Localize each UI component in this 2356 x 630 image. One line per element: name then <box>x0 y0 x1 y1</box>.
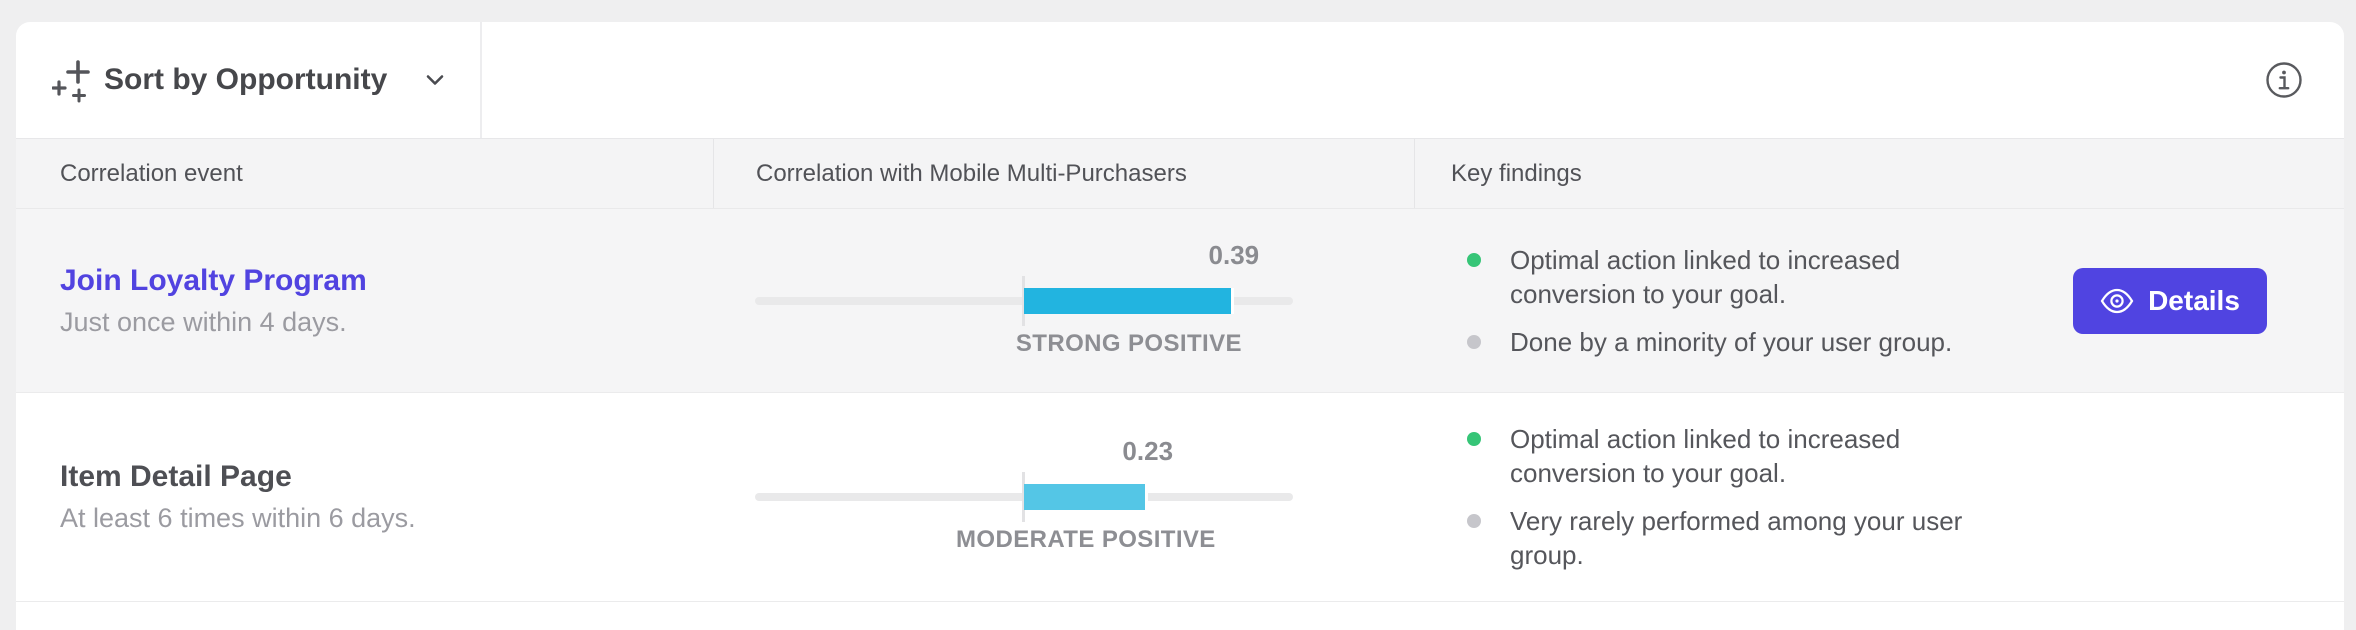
finding-item: Done by a minority of your user group. <box>1467 325 1967 359</box>
findings-list: Optimal action linked to increased conve… <box>1467 422 1967 572</box>
correlation-strength-label: MODERATE POSITIVE <box>956 526 1216 553</box>
info-button[interactable] <box>2264 60 2304 100</box>
event-subtitle: Just once within 4 days. <box>60 306 347 337</box>
correlation-meter: 0.23 MODERATE POSITIVE <box>755 436 1293 558</box>
column-header-key-findings: Key findings <box>1414 139 2344 208</box>
sort-by-label: Sort by Opportunity <box>104 63 388 96</box>
correlation-cell: 0.39 STRONG POSITIVE <box>713 209 1414 392</box>
finding-text: Optimal action linked to increased conve… <box>1510 424 1901 488</box>
finding-text: Very rarely performed among your user gr… <box>1510 506 1963 570</box>
column-header-label: Correlation with Mobile Multi-Purchasers <box>756 159 1187 187</box>
column-header-correlation-event: Correlation event <box>16 139 713 208</box>
correlation-zero-tick <box>1022 275 1025 326</box>
sparkle-plus-icon <box>52 60 90 103</box>
positive-dot-icon <box>1467 252 1481 267</box>
finding-item: Optimal action linked to increased conve… <box>1467 422 1967 490</box>
event-title: Item Detail Page <box>60 460 292 494</box>
chevron-down-icon <box>426 75 444 85</box>
correlations-card: Sort by Opportunity Correlation event Co… <box>16 22 2344 630</box>
table-header-row: Correlation event Correlation with Mobil… <box>16 138 2344 209</box>
correlation-value: 0.23 <box>1122 436 1174 466</box>
finding-text: Done by a minority of your user group. <box>1510 326 1953 357</box>
findings-list: Optimal action linked to increased conve… <box>1467 243 1967 359</box>
event-title-link[interactable]: Join Loyalty Program <box>60 263 367 297</box>
neutral-dot-icon <box>1467 334 1481 349</box>
column-header-correlation: Correlation with Mobile Multi-Purchasers <box>713 139 1414 208</box>
correlation-zero-tick <box>1022 472 1025 522</box>
correlation-value: 0.39 <box>1208 239 1260 270</box>
sort-by-dropdown[interactable]: Sort by Opportunity <box>16 22 482 138</box>
key-findings-cell: Optimal action linked to increased conve… <box>1414 209 2344 392</box>
table-row: Item Detail Page At least 6 times within… <box>16 393 2344 602</box>
table-row-partial <box>16 602 2344 630</box>
event-cell: Join Loyalty Program Just once within 4 … <box>16 209 713 392</box>
correlation-strength-label: STRONG POSITIVE <box>1015 329 1242 357</box>
neutral-dot-icon <box>1467 514 1481 528</box>
finding-item: Very rarely performed among your user gr… <box>1467 504 1967 572</box>
column-header-label: Key findings <box>1451 159 1582 187</box>
key-findings-cell: Optimal action linked to increased conve… <box>1414 393 2344 601</box>
info-circle-icon <box>2266 62 2302 98</box>
table-row: Join Loyalty Program Just once within 4 … <box>16 209 2344 393</box>
correlation-meter: 0.39 STRONG POSITIVE <box>755 240 1293 362</box>
correlation-bar <box>1024 287 1234 314</box>
toolbar: Sort by Opportunity <box>16 22 2344 138</box>
correlation-bar <box>1024 484 1148 510</box>
positive-dot-icon <box>1467 432 1481 446</box>
eye-icon <box>2100 288 2134 313</box>
event-cell: Item Detail Page At least 6 times within… <box>16 393 713 601</box>
event-subtitle: At least 6 times within 6 days. <box>60 503 416 534</box>
correlation-cell: 0.23 MODERATE POSITIVE <box>713 393 1414 601</box>
finding-item: Optimal action linked to increased conve… <box>1467 243 1967 311</box>
details-button-label: Details <box>2148 284 2240 316</box>
finding-text: Optimal action linked to increased conve… <box>1510 244 1901 309</box>
details-button[interactable]: Details <box>2073 267 2267 334</box>
column-header-label: Correlation event <box>60 159 243 187</box>
